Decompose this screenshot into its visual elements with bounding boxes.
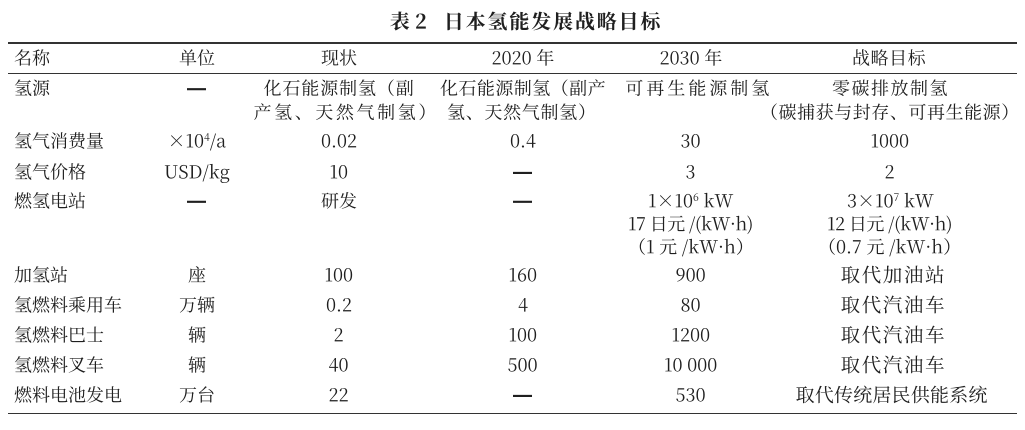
cell-h2-price-name <box>14 160 86 183</box>
cell-fc-forklift-status <box>329 353 350 376</box>
cell-fc-forklift-y2020 <box>507 353 538 376</box>
cell-fc-passenger-car-goal <box>838 293 944 316</box>
table-caption <box>390 9 661 33</box>
cell-fc-bus-unit <box>188 323 206 346</box>
column-header-y2020 <box>491 46 554 69</box>
cell-h2-consumption-y2030 <box>681 129 702 152</box>
cell-refueling-station-unit <box>188 263 206 286</box>
cell-fc-power-generation-name <box>14 383 122 406</box>
cell-h2-consumption-status <box>321 129 357 152</box>
cell-h2-consumption-goal <box>871 129 910 152</box>
cell-hydrogen-source-unit <box>187 76 207 100</box>
cell-fc-bus-goal <box>838 323 944 346</box>
cell-fc-passenger-car-status <box>326 293 352 316</box>
cell-fc-bus-y2020 <box>508 323 537 346</box>
table-header-rule <box>8 72 1017 75</box>
cell-fc-power-generation-status <box>329 383 350 406</box>
cell-h2-power-station-goal <box>827 189 953 258</box>
table-caption-label <box>390 9 428 33</box>
cell-fc-forklift-name <box>14 353 104 376</box>
cell-h2-power-station-y2030 <box>628 189 754 258</box>
cell-fc-passenger-car-unit <box>179 293 215 316</box>
cell-fc-forklift-goal <box>838 353 944 376</box>
cell-fc-passenger-car-y2030 <box>681 293 702 316</box>
table-bottom-rule <box>8 412 1017 415</box>
cell-fc-power-generation-y2020 <box>512 383 533 406</box>
cell-h2-power-station-unit <box>187 189 207 212</box>
cell-fc-power-generation-goal <box>794 383 987 406</box>
column-header-y2030 <box>660 46 723 69</box>
cell-fc-bus-name <box>14 323 104 346</box>
cell-h2-consumption-unit <box>168 129 227 152</box>
cell-h2-power-station-name <box>14 189 86 212</box>
cell-fc-passenger-car-y2020 <box>518 293 528 316</box>
cell-refueling-station-name <box>13 263 68 286</box>
cell-fc-forklift-y2030 <box>664 353 718 376</box>
cell-h2-power-station-status <box>321 189 357 212</box>
table-top-rule <box>8 42 1017 45</box>
cell-fc-bus-y2030 <box>672 323 711 346</box>
cell-h2-price-unit <box>164 160 230 183</box>
cell-h2-price-status <box>330 160 349 183</box>
cell-hydrogen-source-y2020 <box>439 76 606 123</box>
cell-hydrogen-source-name <box>14 76 50 100</box>
cell-fc-passenger-car-name <box>14 293 122 316</box>
cell-fc-power-generation-y2030 <box>676 383 707 406</box>
cell-refueling-station-goal <box>838 263 944 286</box>
cell-refueling-station-y2020 <box>508 263 537 286</box>
column-header-unit <box>179 46 215 69</box>
cell-hydrogen-source-y2030 <box>619 76 769 100</box>
cell-fc-bus-status <box>334 323 345 346</box>
cell-h2-price-y2030 <box>686 160 697 183</box>
cell-h2-price-goal <box>885 160 896 183</box>
table-caption-title <box>443 9 660 33</box>
cell-fc-forklift-unit <box>188 353 206 376</box>
cell-fc-power-generation-unit <box>179 383 215 406</box>
column-header-status <box>321 46 357 69</box>
column-header-goal <box>853 46 927 69</box>
cell-h2-power-station-y2020 <box>512 189 533 212</box>
cell-h2-consumption-name <box>14 129 104 152</box>
cell-h2-consumption-y2020 <box>510 129 536 152</box>
cell-refueling-station-status <box>325 263 354 286</box>
cell-hydrogen-source-status <box>248 76 431 123</box>
cell-hydrogen-source-goal <box>760 76 1020 123</box>
cell-refueling-station-y2030 <box>676 263 707 286</box>
cell-h2-price-y2020 <box>512 160 533 183</box>
column-header-name <box>14 46 50 69</box>
